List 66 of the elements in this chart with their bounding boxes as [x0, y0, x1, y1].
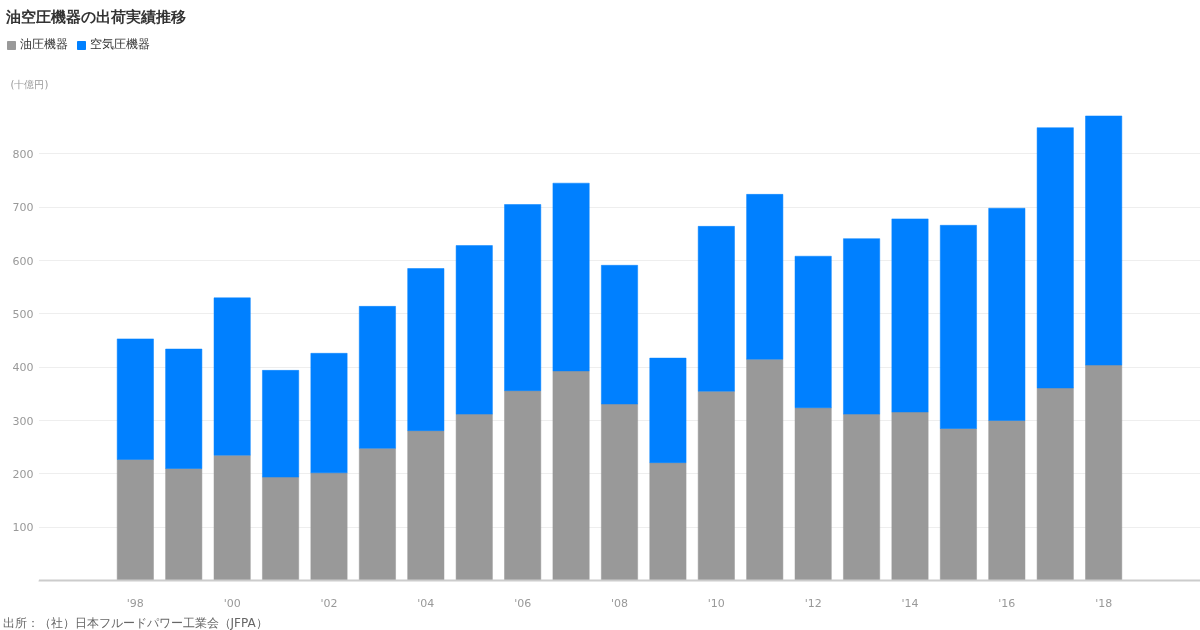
bar: [359, 306, 396, 449]
y-tick-label: 500: [12, 307, 34, 321]
bar: [1085, 115, 1123, 366]
x-tick-label: '16: [998, 596, 1016, 610]
y-tick-label: 600: [12, 254, 34, 268]
bar: [116, 338, 154, 460]
bar: [988, 207, 1026, 421]
bar: [601, 265, 638, 405]
bar: [794, 255, 832, 408]
bar: [262, 476, 299, 581]
x-tick-label: '00: [223, 596, 241, 610]
bar: [697, 390, 735, 581]
bar: [407, 430, 445, 581]
x-tick-label: '14: [901, 596, 919, 610]
bar: [504, 204, 542, 391]
x-tick-label: '12: [804, 596, 822, 610]
x-tick-label: '08: [610, 596, 629, 610]
x-tick-label: '02: [320, 596, 338, 610]
bar: [455, 413, 493, 581]
bar: [165, 468, 203, 581]
bar: [601, 403, 638, 581]
bar: [843, 413, 880, 581]
x-tick-label: '18: [1095, 596, 1113, 610]
bar: [213, 297, 251, 456]
bar: [940, 428, 977, 581]
bar: [1085, 364, 1123, 581]
bar: [794, 407, 832, 581]
y-tick-label: 400: [12, 361, 34, 375]
bar: [649, 357, 687, 463]
y-tick-label: 300: [12, 414, 34, 428]
bar: [1036, 387, 1074, 581]
chart-title: 油空圧機器の出荷実績推移: [4, 7, 186, 26]
bar: [310, 353, 348, 474]
bar: [746, 358, 784, 581]
bar: [891, 218, 929, 413]
y-axis-title: (十億円): [10, 79, 49, 90]
bar: [262, 370, 299, 478]
y-tick-label: 100: [12, 521, 34, 535]
bar: [746, 194, 784, 360]
bar: [649, 462, 687, 581]
bar: [407, 268, 445, 431]
text: 出所：（社）日本フルードパワー工業会（JFPA）: [2, 615, 268, 630]
bar: [1036, 127, 1074, 389]
x-tick-label: '98: [126, 596, 144, 610]
y-tick-label: 700: [12, 201, 34, 215]
bar: [310, 472, 348, 581]
y-tick-label: 200: [12, 467, 34, 481]
bar: [891, 411, 929, 581]
bar: [359, 447, 396, 581]
x-tick-label: '06: [514, 596, 532, 610]
bar: [504, 390, 542, 581]
bar: [165, 348, 203, 469]
y-tick-label: 800: [12, 147, 34, 161]
x-tick-label: '10: [707, 596, 725, 610]
legend-label: 油圧機器: [20, 36, 68, 53]
bar: [116, 459, 154, 581]
bar: [697, 226, 735, 392]
bar: [552, 182, 590, 372]
bar: [940, 225, 977, 429]
bar: [213, 454, 251, 581]
bar: [843, 238, 880, 415]
x-tick-label: '04: [417, 596, 435, 610]
legend-label: 空気圧機器: [90, 36, 150, 53]
bar: [552, 370, 590, 581]
bar: [455, 245, 493, 415]
bar: [988, 420, 1026, 581]
